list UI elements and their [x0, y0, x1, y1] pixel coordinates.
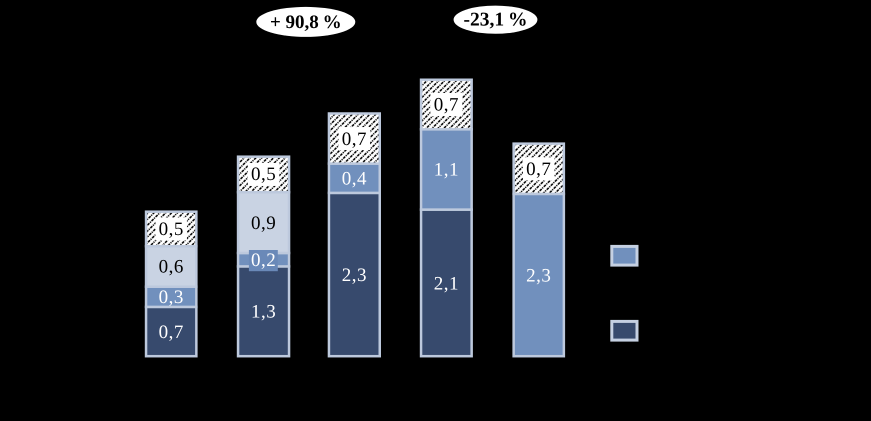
svg-text:2,3: 2,3: [526, 265, 551, 286]
svg-text:0,5: 0,5: [159, 219, 184, 240]
svg-text:1,3: 1,3: [251, 302, 276, 323]
svg-text:0,9: 0,9: [251, 213, 276, 234]
svg-text:0,5: 0,5: [251, 164, 276, 185]
svg-text:0,3: 0,3: [159, 287, 184, 308]
svg-text:0,2: 0,2: [251, 250, 276, 271]
svg-text:2,3: 2,3: [342, 265, 367, 286]
svg-text:2,1: 2,1: [434, 273, 459, 294]
svg-text:0,7: 0,7: [526, 159, 551, 180]
svg-text:0,7: 0,7: [434, 95, 459, 116]
svg-text:1,1: 1,1: [434, 159, 459, 180]
svg-text:0,7: 0,7: [342, 129, 367, 150]
svg-text:-23,1 %: -23,1 %: [463, 10, 527, 31]
svg-text:+ 90,8 %: + 90,8 %: [270, 12, 342, 33]
svg-text:0,4: 0,4: [342, 169, 367, 190]
svg-text:0,7: 0,7: [159, 322, 184, 343]
svg-text:0,6: 0,6: [159, 257, 184, 278]
